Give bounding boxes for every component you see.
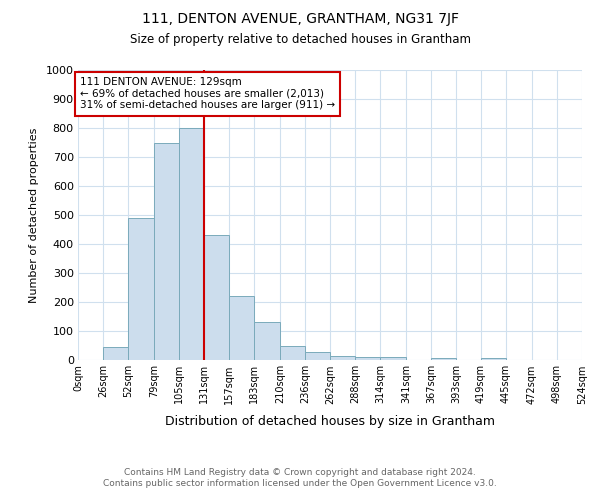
Bar <box>229 296 254 360</box>
Bar <box>128 218 154 360</box>
Bar <box>103 347 128 360</box>
Bar <box>179 128 204 360</box>
Bar <box>431 358 456 360</box>
Bar <box>481 358 506 360</box>
Bar <box>380 357 406 360</box>
X-axis label: Distribution of detached houses by size in Grantham: Distribution of detached houses by size … <box>165 414 495 428</box>
Text: 111, DENTON AVENUE, GRANTHAM, NG31 7JF: 111, DENTON AVENUE, GRANTHAM, NG31 7JF <box>142 12 458 26</box>
Bar <box>154 142 179 360</box>
Text: Contains HM Land Registry data © Crown copyright and database right 2024.
Contai: Contains HM Land Registry data © Crown c… <box>103 468 497 487</box>
Bar <box>280 346 305 360</box>
Bar <box>204 236 229 360</box>
Bar <box>254 322 280 360</box>
Bar <box>355 357 380 360</box>
Bar <box>305 352 330 360</box>
Bar <box>330 356 355 360</box>
Y-axis label: Number of detached properties: Number of detached properties <box>29 128 39 302</box>
Text: Size of property relative to detached houses in Grantham: Size of property relative to detached ho… <box>130 32 470 46</box>
Text: 111 DENTON AVENUE: 129sqm
← 69% of detached houses are smaller (2,013)
31% of se: 111 DENTON AVENUE: 129sqm ← 69% of detac… <box>80 77 335 110</box>
